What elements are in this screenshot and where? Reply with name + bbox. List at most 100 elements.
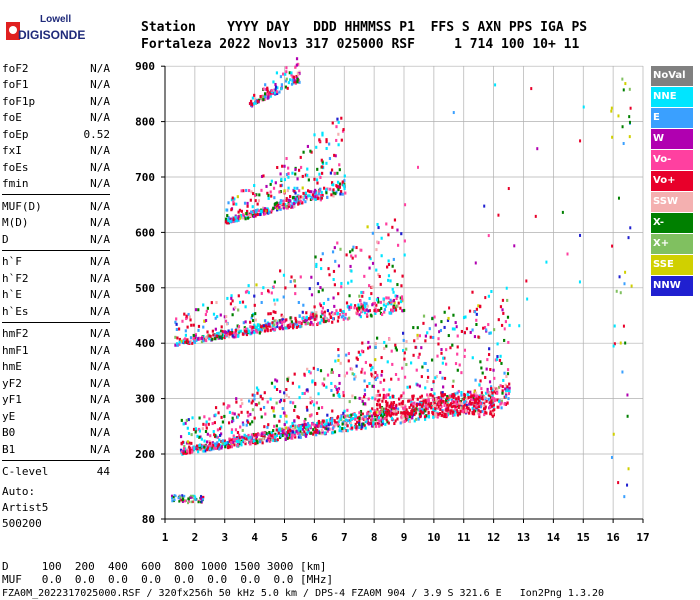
echo-point bbox=[270, 208, 274, 212]
echo-point bbox=[327, 297, 330, 301]
echo-point bbox=[190, 500, 193, 504]
echo-point bbox=[316, 167, 319, 171]
echo-point bbox=[447, 398, 450, 402]
echo-point bbox=[457, 403, 461, 407]
echo-point bbox=[295, 323, 298, 327]
echo-point bbox=[192, 333, 195, 337]
x-tick-label: 15 bbox=[577, 531, 590, 544]
echo-point bbox=[214, 434, 217, 438]
echo-point bbox=[259, 395, 262, 399]
echo-point bbox=[266, 210, 269, 214]
echo-point bbox=[291, 75, 294, 79]
echo-point bbox=[319, 421, 322, 425]
echo-point bbox=[413, 339, 416, 343]
echo-point bbox=[462, 406, 465, 410]
echo-point bbox=[462, 405, 465, 409]
echo-point bbox=[414, 407, 417, 411]
echo-point bbox=[488, 391, 491, 395]
echo-point bbox=[251, 420, 254, 424]
echo-point bbox=[387, 259, 390, 263]
echo-point bbox=[358, 306, 361, 310]
echo-point bbox=[292, 202, 296, 206]
echo-point bbox=[451, 327, 455, 331]
echo-point bbox=[285, 393, 288, 397]
echo-point bbox=[375, 410, 378, 414]
echo-point bbox=[292, 326, 295, 330]
echo-point bbox=[279, 75, 283, 79]
echo-point bbox=[278, 419, 281, 423]
echo-point bbox=[213, 433, 216, 437]
echo-point bbox=[230, 332, 233, 336]
echo-point bbox=[297, 320, 300, 324]
echo-point bbox=[276, 165, 279, 169]
echo-point bbox=[207, 422, 210, 426]
echo-point bbox=[184, 447, 187, 451]
echo-point bbox=[375, 268, 378, 272]
echo-point bbox=[409, 412, 412, 416]
echo-point bbox=[253, 416, 256, 420]
echo-point bbox=[406, 410, 409, 414]
echo-point bbox=[255, 212, 258, 216]
echo-point bbox=[622, 324, 625, 328]
echo-point bbox=[208, 440, 211, 444]
echo-point bbox=[304, 191, 308, 195]
echo-point bbox=[478, 383, 481, 387]
echo-point bbox=[462, 316, 466, 320]
echo-point bbox=[493, 376, 496, 380]
echo-point bbox=[454, 400, 457, 404]
echo-point bbox=[294, 292, 297, 296]
echo-point bbox=[364, 402, 367, 406]
echo-point bbox=[383, 340, 386, 344]
echo-point bbox=[177, 496, 180, 500]
echo-point bbox=[271, 316, 275, 320]
echo-point bbox=[396, 304, 399, 308]
echo-point bbox=[254, 97, 257, 101]
logo-text-lowell: Lowell bbox=[40, 14, 72, 25]
echo-point bbox=[337, 393, 341, 397]
echo-point bbox=[449, 402, 453, 406]
echo-point bbox=[376, 375, 379, 379]
echo-point bbox=[187, 418, 190, 422]
echo-point bbox=[202, 449, 205, 453]
echo-point bbox=[234, 438, 237, 442]
echo-point bbox=[309, 316, 312, 320]
echo-point bbox=[374, 371, 377, 375]
echo-point bbox=[313, 317, 316, 321]
echo-point bbox=[315, 178, 319, 182]
echo-point bbox=[491, 414, 494, 418]
echo-point bbox=[294, 405, 297, 409]
echo-point bbox=[198, 445, 202, 449]
echo-point bbox=[501, 385, 504, 389]
panel-divider bbox=[2, 194, 110, 195]
echo-point bbox=[388, 405, 391, 409]
echo-point bbox=[364, 311, 367, 315]
muf-row: MUF 0.0 0.0 0.0 0.0 0.0 0.0 0.0 0.0 [MHz… bbox=[2, 573, 334, 586]
echo-point bbox=[172, 495, 175, 499]
echo-point bbox=[364, 305, 367, 309]
echo-point bbox=[396, 417, 399, 421]
echo-point bbox=[422, 321, 425, 325]
echo-point bbox=[306, 428, 310, 432]
echo-point bbox=[184, 340, 187, 344]
echo-point bbox=[316, 412, 319, 416]
echo-point bbox=[490, 404, 494, 408]
echo-point bbox=[408, 420, 412, 424]
echo-point bbox=[196, 337, 200, 341]
echo-point bbox=[436, 400, 439, 404]
echo-point bbox=[319, 286, 322, 290]
echo-point bbox=[330, 368, 334, 372]
echo-point bbox=[610, 109, 613, 113]
echo-point bbox=[304, 200, 307, 204]
echo-point bbox=[260, 438, 263, 442]
auto-version: 500200 bbox=[2, 517, 42, 530]
echo-point bbox=[394, 372, 398, 376]
parameter-row: B1 N/A bbox=[2, 441, 110, 458]
echo-point bbox=[403, 253, 406, 257]
echo-point bbox=[319, 369, 323, 373]
echo-point bbox=[377, 300, 380, 304]
echo-point bbox=[355, 246, 358, 250]
echo-point bbox=[274, 378, 277, 382]
echo-point bbox=[296, 77, 299, 81]
echo-point bbox=[219, 313, 222, 317]
echo-point bbox=[325, 188, 328, 192]
